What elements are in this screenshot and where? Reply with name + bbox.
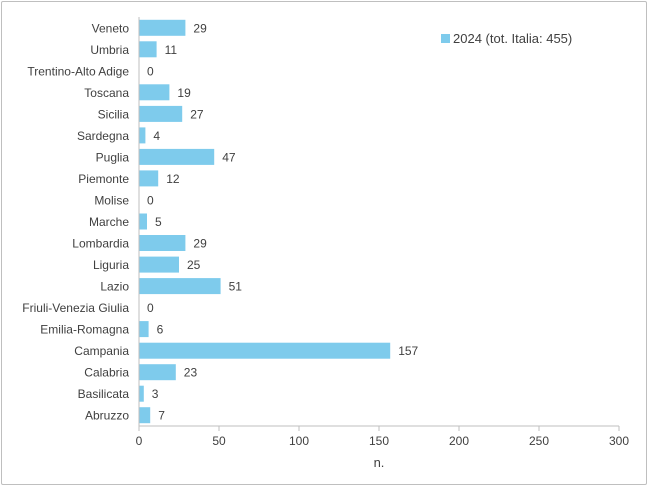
- x-tick-label: 100: [289, 434, 309, 448]
- category-label: Lombardia: [72, 237, 129, 251]
- category-labels: Veneto Umbria Trentino-Alto Adige Toscana Si…: [22, 21, 129, 422]
- category-label: Campania: [74, 344, 129, 358]
- category-label: Abruzzo: [85, 409, 129, 423]
- bar: [139, 407, 151, 424]
- data-label: 19: [177, 86, 191, 100]
- x-tick-label: 250: [529, 434, 549, 448]
- data-label: 4: [153, 129, 160, 143]
- category-label: Emilia-Romagna: [40, 323, 129, 337]
- category-label: Sardegna: [77, 129, 129, 143]
- x-tick-label: 200: [449, 434, 469, 448]
- bar: [139, 256, 179, 273]
- data-label: 157: [398, 344, 418, 358]
- data-label: 51: [229, 280, 243, 294]
- bar: [139, 278, 221, 295]
- x-tick-label: 300: [609, 434, 629, 448]
- category-label: Umbria: [90, 43, 129, 57]
- bars-layer: [139, 19, 391, 424]
- bar: [139, 213, 147, 230]
- data-label: 47: [222, 150, 236, 164]
- category-label: Basilicata: [78, 387, 130, 401]
- x-tick-label: 150: [369, 434, 389, 448]
- category-label: Molise: [94, 194, 129, 208]
- bar: [139, 84, 170, 101]
- category-label: Trentino-Alto Adige: [27, 64, 129, 78]
- bar: [139, 385, 144, 402]
- category-label: Marche: [89, 215, 129, 229]
- x-tick-label: 0: [136, 434, 143, 448]
- data-label: 6: [157, 323, 164, 337]
- data-label: 3: [152, 387, 159, 401]
- data-label: 12: [166, 172, 180, 186]
- category-label: Friuli-Venezia Giulia: [22, 301, 129, 315]
- bar: [139, 127, 146, 144]
- bar: [139, 321, 149, 338]
- bar: [139, 19, 186, 36]
- bar: [139, 41, 157, 58]
- category-label: Piemonte: [78, 172, 129, 186]
- data-label: 29: [193, 21, 207, 35]
- x-axis-title: n.: [374, 455, 385, 470]
- x-tick-label: 50: [212, 434, 226, 448]
- data-label: 7: [158, 409, 165, 423]
- bar: [139, 342, 391, 359]
- category-label: Calabria: [84, 366, 129, 380]
- data-label: 27: [190, 107, 204, 121]
- data-label: 0: [147, 64, 154, 78]
- category-label: Liguria: [93, 258, 129, 272]
- data-label: 5: [155, 215, 162, 229]
- category-label: Veneto: [92, 21, 130, 35]
- bar: [139, 364, 176, 381]
- data-label: 0: [147, 301, 154, 315]
- data-label: 25: [187, 258, 201, 272]
- category-label: Toscana: [84, 86, 129, 100]
- axes: 0 50 100 150 200 250 300: [136, 17, 629, 448]
- bar: [139, 105, 183, 122]
- bar: [139, 170, 159, 187]
- legend-label: 2024 (tot. Italia: 455): [453, 31, 572, 46]
- category-label: Lazio: [100, 280, 129, 294]
- data-label: 29: [193, 237, 207, 251]
- bar: [139, 148, 215, 165]
- data-label: 0: [147, 194, 154, 208]
- category-label: Sicilia: [98, 107, 130, 121]
- category-label: Puglia: [96, 150, 130, 164]
- data-label: 23: [184, 366, 198, 380]
- data-label: 11: [165, 43, 178, 57]
- legend: 2024 (tot. Italia: 455): [441, 31, 572, 46]
- legend-swatch: [441, 34, 450, 43]
- bar: [139, 235, 186, 251]
